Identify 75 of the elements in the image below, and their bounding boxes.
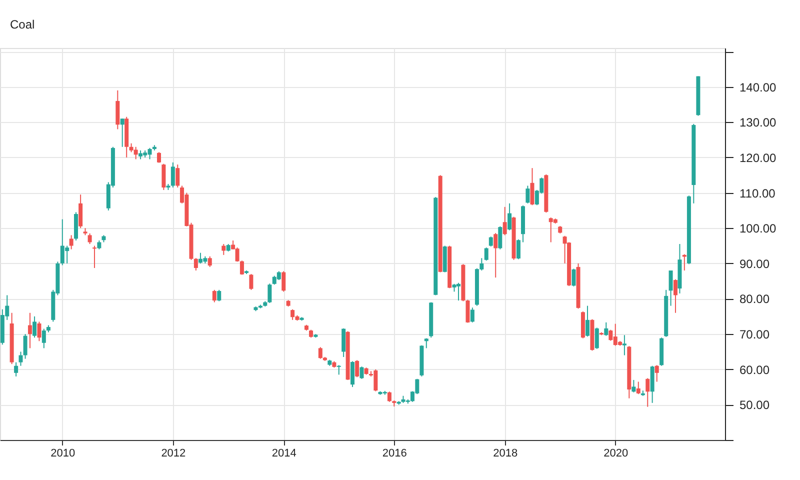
candlestick — [350, 360, 355, 388]
candlestick — [208, 256, 212, 268]
candlestick — [668, 270, 673, 306]
x-tick-label: 2010 — [50, 448, 76, 460]
y-tick-label: 70.00 — [740, 328, 770, 342]
y-tick-label: 100.00 — [740, 222, 777, 236]
candlestick — [37, 321, 42, 342]
y-tick-label: 120.00 — [740, 150, 777, 165]
candlestick — [134, 146, 138, 160]
candlestick — [622, 334, 626, 356]
candlestick — [120, 118, 124, 148]
candlestick — [217, 289, 222, 302]
x-tick-label: 2012 — [161, 448, 186, 460]
candlestick — [222, 244, 226, 256]
candlestick — [162, 163, 166, 190]
candlestick — [508, 202, 512, 231]
candlestick — [484, 247, 488, 262]
candlestick — [116, 90, 120, 130]
candlestick — [470, 307, 474, 323]
y-tick-label: 60.00 — [740, 362, 770, 377]
candlestick — [516, 238, 520, 260]
x-tick-label: 2018 — [493, 448, 518, 460]
candlestick — [32, 316, 37, 338]
candlestick — [646, 378, 650, 408]
candlestick — [526, 185, 530, 204]
x-tick-label: 2016 — [382, 448, 407, 460]
candlestick — [14, 362, 18, 377]
candlestick — [88, 232, 92, 244]
candlestick — [604, 322, 608, 336]
candlestick — [23, 334, 28, 360]
candlestick — [673, 278, 678, 314]
candlestick — [268, 283, 272, 304]
candlestick — [502, 206, 507, 236]
candlestick — [494, 232, 498, 278]
candlestick — [355, 360, 360, 378]
candlestick — [572, 268, 576, 287]
candlestick — [530, 168, 534, 206]
candlestick — [156, 152, 161, 164]
candlestick — [654, 364, 659, 382]
candlestick — [282, 270, 286, 292]
candlestick — [194, 258, 198, 271]
candlestick — [498, 226, 502, 250]
x-tick-label: 2014 — [272, 448, 296, 460]
y-tick-label: 140.00 — [740, 80, 777, 94]
candlestick — [92, 245, 96, 269]
candlestick — [18, 351, 23, 366]
candlestick — [387, 391, 392, 402]
y-tick-label: 110.00 — [740, 186, 776, 200]
candlestick — [466, 299, 470, 324]
candlestick — [69, 234, 74, 250]
candlestick — [42, 328, 46, 349]
y-tick-label: 50.00 — [740, 398, 770, 412]
candlestick — [170, 162, 175, 188]
candlestick — [235, 247, 240, 262]
y-tick-label: 80.00 — [740, 292, 770, 306]
candlestick — [290, 308, 295, 320]
candlestick — [28, 312, 32, 349]
x-tick-label: 2020 — [604, 448, 628, 460]
candlestick — [636, 381, 640, 395]
candlestick — [586, 305, 590, 338]
candlestick — [632, 379, 636, 393]
candlestick — [212, 289, 216, 303]
y-tick-label: 130.00 — [740, 116, 777, 130]
chart-title: Coal — [10, 18, 35, 32]
candlestick — [240, 260, 244, 276]
candlestick — [342, 328, 346, 358]
candlestick — [78, 194, 83, 229]
candlestick — [176, 164, 180, 188]
candlestick — [488, 236, 493, 247]
candlestick — [249, 274, 254, 290]
candlestick — [594, 327, 599, 350]
candlestick — [456, 282, 460, 302]
candlestick — [360, 366, 364, 380]
candlestick — [336, 364, 341, 376]
y-tick-label: 90.00 — [740, 256, 770, 271]
